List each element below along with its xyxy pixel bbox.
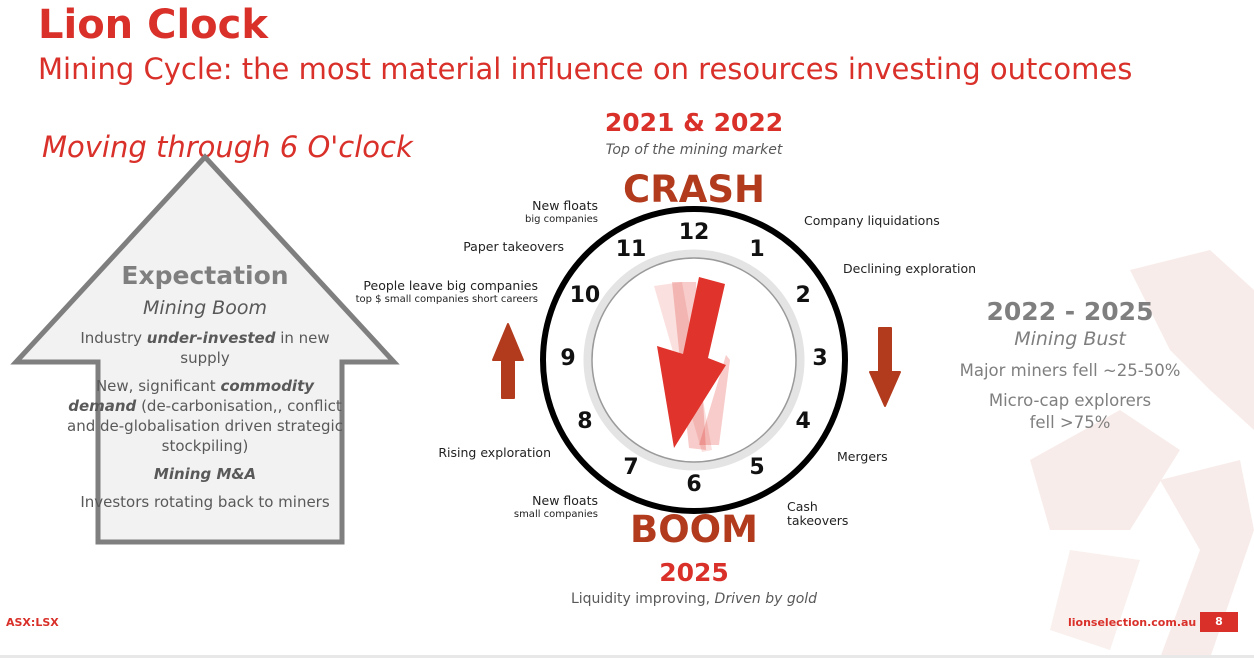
clock-number: 8 [577,409,593,434]
page-number: 8 [1200,612,1238,632]
boom-label: BOOM [630,508,758,551]
clock-hand [657,277,726,448]
clock-number: 9 [560,346,576,371]
clock-number: 4 [795,409,811,434]
crash-label: CRASH [623,168,765,211]
page-subtitle: Mining Cycle: the most material influenc… [38,52,1133,86]
label-mergers: Mergers [837,449,888,464]
bust-phase: Mining Bust [1014,328,1126,350]
bust-line1: Major miners fell ~25-50% [959,361,1181,380]
section-heading: Moving through 6 O'clock [42,130,413,164]
clock-number: 2 [795,283,811,308]
bust-panel: 2022 - 2025 Mining Bust Major miners fel… [940,296,1200,434]
expectation-subtitle: Mining Boom [143,297,267,319]
point-underinvested: Industry under-invested in new supply [80,329,330,367]
clock-number: 11 [615,236,647,262]
website-link[interactable]: lionselection.com.au [1068,616,1197,629]
bust-line2: Micro-cap explorers fell >75% [988,391,1152,432]
point-commodity-demand: New, significant commodity demand (de-ca… [67,377,343,455]
clock-number: 1 [749,236,765,262]
label-rising-exploration: Rising exploration [438,445,551,460]
clock-face [540,206,848,514]
lion-watermark [1030,250,1254,658]
clock-number: 7 [623,455,639,481]
expectation-arrow-shape [10,153,400,545]
label-people-leave: People leave big companies top $ small co… [355,278,538,306]
label-company-liquidations: Company liquidations [804,213,940,228]
ticker: ASX:LSX [6,616,59,629]
expectation-title: Expectation [121,261,289,290]
label-declining-exploration: Declining exploration [843,261,977,276]
label-new-floats-small: New floats small companies [513,493,598,521]
page-title: Lion Clock [38,2,268,48]
label-cash-takeovers: Cash takeovers [787,499,849,528]
top-year: 2021 & 2022 [604,108,784,137]
top-caption: Top of the mining market [605,142,783,158]
bottom-year: 2025 [659,558,729,587]
point-rotation: Investors rotating back to miners [80,493,330,511]
bust-years: 2022 - 2025 [986,297,1154,326]
bottom-caption: Liquidity improving, Driven by gold [570,591,818,607]
clock-number: 12 [678,220,710,245]
label-new-floats-big: New floats big companies [525,198,598,226]
clock-number: 6 [686,472,702,497]
down-arrow-icon [869,327,901,407]
clock-number: 10 [569,283,601,308]
bottom-divider [0,655,1254,658]
expectation-content: Expectation Mining Boom Industry under-i… [60,262,350,520]
clock-number: 5 [749,455,765,481]
up-arrow-icon [492,323,524,399]
point-ma: Mining M&A [153,465,257,483]
label-paper-takeovers: Paper takeovers [463,239,564,254]
clock-number: 3 [812,346,828,371]
